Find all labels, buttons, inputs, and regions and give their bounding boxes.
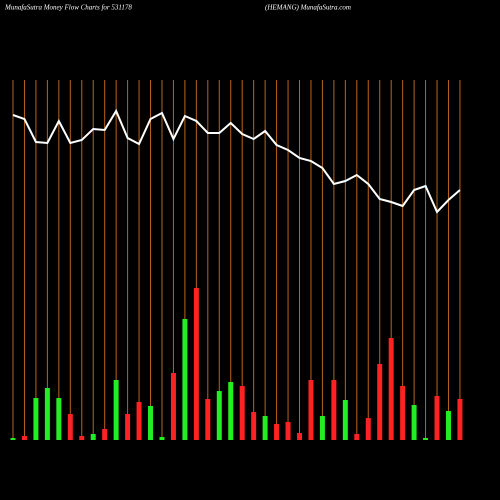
volume-bar <box>262 416 268 440</box>
volume-bar <box>365 418 371 440</box>
volume-bar <box>251 412 257 440</box>
volume-bar <box>274 424 280 440</box>
chart-title: MunafaSutra Money Flow Charts for 531178 <box>4 4 132 12</box>
volume-bar <box>285 422 291 440</box>
volume-bar <box>148 406 154 440</box>
volume-bar <box>308 380 314 440</box>
volume-bar <box>319 416 325 440</box>
volume-bar <box>182 319 188 440</box>
volume-bar <box>411 405 417 440</box>
volume-bar <box>388 338 394 440</box>
volume-bar <box>400 386 406 440</box>
volume-bar <box>423 438 429 440</box>
volume-bar <box>113 380 119 440</box>
volume-bar <box>67 414 73 440</box>
volume-bar <box>193 288 199 440</box>
volume-bar <box>434 396 440 440</box>
volume-bar <box>21 436 27 440</box>
volume-bar <box>136 402 142 440</box>
volume-bar <box>79 436 85 440</box>
volume-bar <box>170 373 176 440</box>
volume-bar <box>297 433 302 440</box>
volume-bar <box>33 398 39 440</box>
volume-bar <box>239 386 245 440</box>
volume-bar <box>56 398 62 440</box>
volume-bar <box>90 434 96 440</box>
volume-bar <box>205 399 211 440</box>
volume-bar <box>10 438 16 440</box>
volume-bar <box>377 364 383 440</box>
volume-bar <box>331 380 337 440</box>
volume-bar <box>354 434 360 440</box>
volume-bar <box>102 429 108 440</box>
volume-bar <box>125 414 131 440</box>
volume-bar <box>216 391 222 440</box>
price-line <box>12 108 461 214</box>
volume-bar <box>159 437 165 440</box>
volume-bar <box>457 399 463 440</box>
volume-bar <box>342 400 348 440</box>
chart-subtitle: (HEMANG) MunafaSutra.com <box>265 4 351 12</box>
volume-bar <box>445 411 451 440</box>
volume-bar <box>44 388 50 440</box>
volume-bar <box>228 382 234 440</box>
